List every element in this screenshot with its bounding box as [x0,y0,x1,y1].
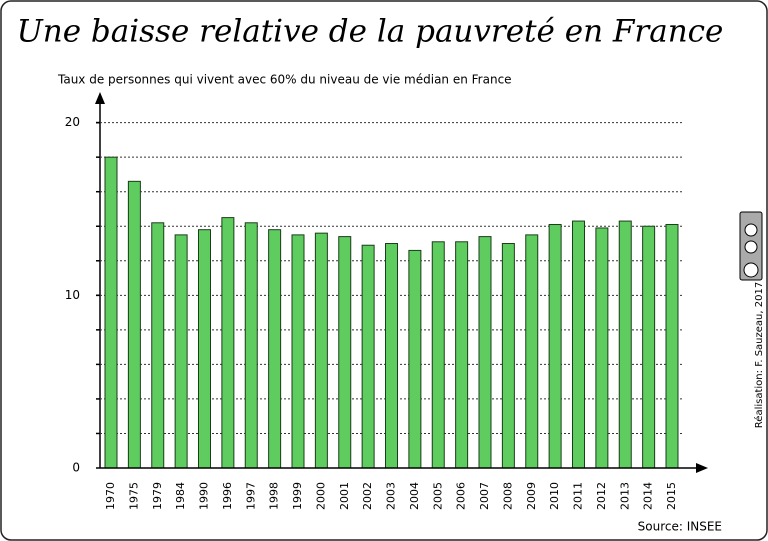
x-tick-label: 2014 [642,482,655,510]
x-tick-label: 2013 [618,482,631,510]
y-arrow [95,92,105,104]
x-tick-label: 1984 [174,482,187,510]
x-tick-label: 2005 [431,482,444,510]
y-tick-label: 0 [72,461,80,475]
x-tick-label: 2009 [525,482,538,510]
x-tick-label: 2003 [385,482,398,510]
x-tick-label: 2015 [665,482,678,510]
bar [338,236,352,469]
x-tick-label: 2004 [408,482,421,510]
license-badge [739,211,763,281]
x-arrow [696,463,708,473]
bar [572,220,585,469]
x-tick-label: 1997 [244,482,257,510]
bar [642,225,656,469]
x-tick-label: 1990 [198,482,211,510]
x-tick-label: 2010 [548,482,561,510]
x-tick-label: 2012 [595,482,608,510]
credit: Réalisation: F. Sauzeau, 2017 [753,282,765,428]
bar [314,232,328,469]
x-tick-label: 1996 [221,482,234,510]
x-tick-label: 1975 [127,482,140,510]
bar [595,227,609,469]
bar [408,249,422,469]
bar [291,234,305,469]
chart-title: Une baisse relative de la pauvreté en Fr… [17,14,724,50]
bar [221,217,235,469]
bar [455,241,469,469]
axis-label: Taux de personnes qui vivent avec 60% du… [57,73,512,87]
x-tick-label: 2000 [314,482,327,510]
bar [104,156,118,469]
y-tick-label: 20 [65,115,80,129]
bar [244,222,258,469]
x-tick-label: 2006 [455,482,468,510]
x-tick-label: 2001 [338,482,351,510]
bar [548,224,562,469]
bar [665,224,679,469]
x-tick-label: 1970 [104,482,117,510]
bar [151,222,165,469]
bar [385,243,398,469]
bar [174,234,188,469]
x-tick-label: 2008 [501,482,514,510]
bar [478,236,492,469]
x-tick-label: 1998 [268,482,281,510]
source: Source: INSEE [638,520,722,534]
bar [361,244,375,469]
bar [198,229,211,469]
x-tick-label: 2007 [478,482,491,510]
bar [525,234,539,469]
bar [618,220,632,469]
bar [501,243,515,469]
x-tick-label: 2011 [572,482,585,510]
bar [268,229,282,469]
bar [127,180,141,469]
x-tick-label: 2002 [361,482,374,510]
y-tick-label: 10 [65,288,80,302]
x-tick-label: 1979 [151,482,164,510]
x-tick-label: 1999 [291,482,304,510]
bar [431,241,445,469]
